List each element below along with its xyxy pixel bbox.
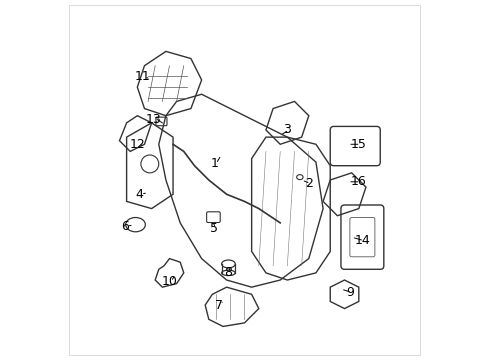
Text: 10: 10 — [161, 275, 177, 288]
Text: 9: 9 — [345, 286, 353, 299]
Text: 2: 2 — [304, 177, 312, 190]
Text: 15: 15 — [350, 138, 366, 151]
Text: 8: 8 — [224, 266, 232, 279]
Text: 6: 6 — [121, 220, 128, 233]
Text: 7: 7 — [215, 298, 223, 311]
Text: 13: 13 — [145, 113, 161, 126]
Text: 11: 11 — [135, 70, 150, 83]
Text: 1: 1 — [210, 157, 218, 170]
Text: 4: 4 — [135, 188, 143, 201]
Text: 5: 5 — [210, 222, 218, 235]
Text: 12: 12 — [129, 138, 145, 151]
Text: 3: 3 — [283, 123, 291, 136]
Text: 16: 16 — [350, 175, 366, 188]
Text: 14: 14 — [354, 234, 369, 247]
